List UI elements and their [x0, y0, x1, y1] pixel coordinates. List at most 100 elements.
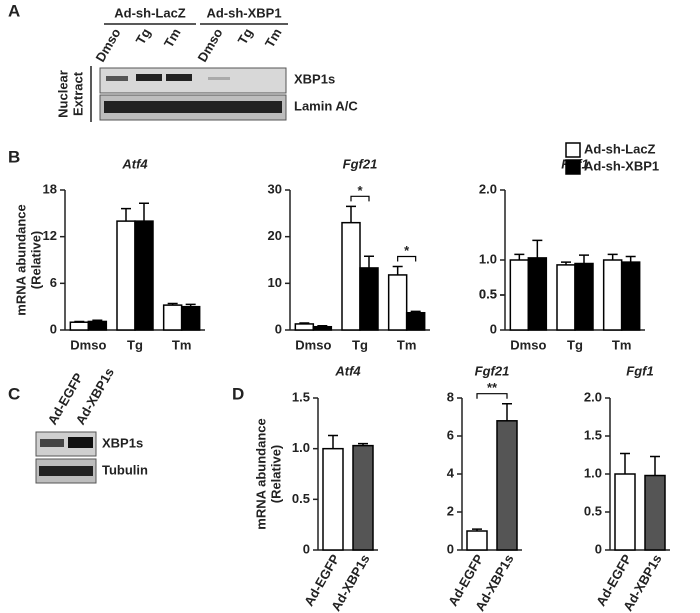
y-axis-label: (Relative)	[28, 231, 43, 290]
lane-label: Dmso	[93, 26, 124, 65]
band	[208, 77, 230, 80]
y-tick-label: 6	[447, 427, 454, 442]
bar	[496, 420, 518, 551]
y-tick-label: 0.5	[584, 503, 602, 518]
bar	[322, 447, 344, 551]
annotation-bracket	[350, 195, 370, 202]
annotation-bracket	[476, 393, 508, 399]
bar	[509, 259, 530, 331]
x-tick-label: Dmso	[510, 337, 546, 352]
row-label: XBP1s	[102, 435, 143, 450]
lane-label: Tm	[161, 26, 184, 50]
legend-swatch	[565, 159, 581, 175]
chart-title: Atf4	[334, 363, 361, 378]
error-bar	[472, 528, 482, 531]
y-tick-label: 10	[268, 275, 282, 290]
band	[104, 101, 282, 113]
error-bar	[410, 310, 421, 313]
bar	[387, 274, 408, 331]
error-bar	[650, 455, 660, 476]
band	[39, 466, 93, 476]
chart-title: Fgf21	[343, 156, 378, 171]
band	[166, 74, 192, 81]
error-bar	[328, 434, 338, 449]
lane-label: Dmso	[195, 26, 226, 65]
side-label: Extract	[70, 71, 85, 116]
bar	[466, 530, 488, 551]
y-tick-label: 4	[447, 465, 455, 480]
y-tick-label: 1.0	[292, 440, 310, 455]
band	[68, 437, 93, 448]
panel-label: B	[8, 147, 20, 166]
bar	[620, 261, 641, 331]
bar	[134, 220, 154, 331]
error-bar	[121, 207, 131, 222]
error-bar	[514, 253, 525, 260]
legend-swatch	[565, 142, 581, 158]
legend-label: Ad-sh-LacZ	[584, 141, 656, 156]
y-axis-label: (Relative)	[268, 445, 283, 504]
y-tick-label: 0	[303, 541, 310, 556]
y-tick-label: 1.0	[479, 251, 497, 266]
error-bar	[299, 322, 310, 324]
y-tick-label: 1.0	[584, 465, 602, 480]
y-tick-label: 18	[43, 181, 57, 196]
y-tick-label: 2.0	[584, 389, 602, 404]
y-tick-label: 0.5	[479, 286, 497, 301]
group-label: Ad-sh-XBP1	[206, 5, 281, 20]
error-bar	[167, 302, 178, 306]
x-tick-label: Tg	[352, 337, 368, 352]
bar	[359, 267, 379, 331]
bar	[614, 473, 636, 551]
legend-label: Ad-sh-XBP1	[584, 158, 659, 173]
error-bar	[139, 202, 149, 222]
bar	[69, 321, 90, 331]
y-tick-label: 0	[595, 541, 602, 556]
y-tick-label: 2	[447, 503, 454, 518]
y-axis-label: mRNA abundance	[253, 418, 268, 529]
panel-label: A	[8, 1, 20, 20]
annotation-bracket	[397, 255, 417, 262]
row-label: Tubulin	[102, 462, 148, 477]
error-bar	[92, 319, 103, 322]
y-axis-label: mRNA abundance	[13, 204, 28, 315]
y-tick-label: 0	[490, 321, 497, 336]
bar	[556, 264, 576, 331]
y-tick-label: 6	[50, 275, 57, 290]
bar	[405, 311, 426, 331]
error-bar	[620, 452, 630, 474]
bar	[180, 305, 201, 331]
band	[40, 439, 64, 447]
y-tick-label: 1.5	[584, 427, 602, 442]
bar	[574, 262, 594, 331]
error-bar	[185, 303, 196, 307]
y-tick-label: 0.5	[292, 491, 310, 506]
bar	[312, 325, 333, 331]
row-label: XBP1s	[294, 71, 335, 86]
x-tick-label: Tm	[612, 337, 632, 352]
bar	[644, 474, 666, 551]
y-tick-label: 30	[268, 181, 282, 196]
row-label: Lamin A/C	[294, 98, 358, 113]
x-tick-label: Tg	[127, 337, 143, 352]
panel-label: D	[232, 384, 244, 403]
annotation: **	[487, 380, 498, 395]
error-bar	[561, 261, 571, 265]
error-bar	[625, 255, 636, 263]
y-tick-label: 20	[268, 228, 282, 243]
panel-label: C	[8, 384, 20, 403]
y-tick-label: 0	[447, 541, 454, 556]
annotation: *	[404, 243, 410, 258]
error-bar	[364, 255, 374, 268]
lane-label: Tm	[262, 26, 285, 50]
y-tick-label: 1.5	[292, 389, 310, 404]
error-bar	[317, 325, 328, 327]
bar	[602, 259, 623, 331]
y-tick-label: 0	[275, 321, 282, 336]
error-bar	[532, 239, 543, 258]
error-bar	[346, 205, 356, 223]
bar	[527, 257, 548, 331]
error-bar	[74, 320, 85, 323]
x-tick-label: Tm	[172, 337, 192, 352]
